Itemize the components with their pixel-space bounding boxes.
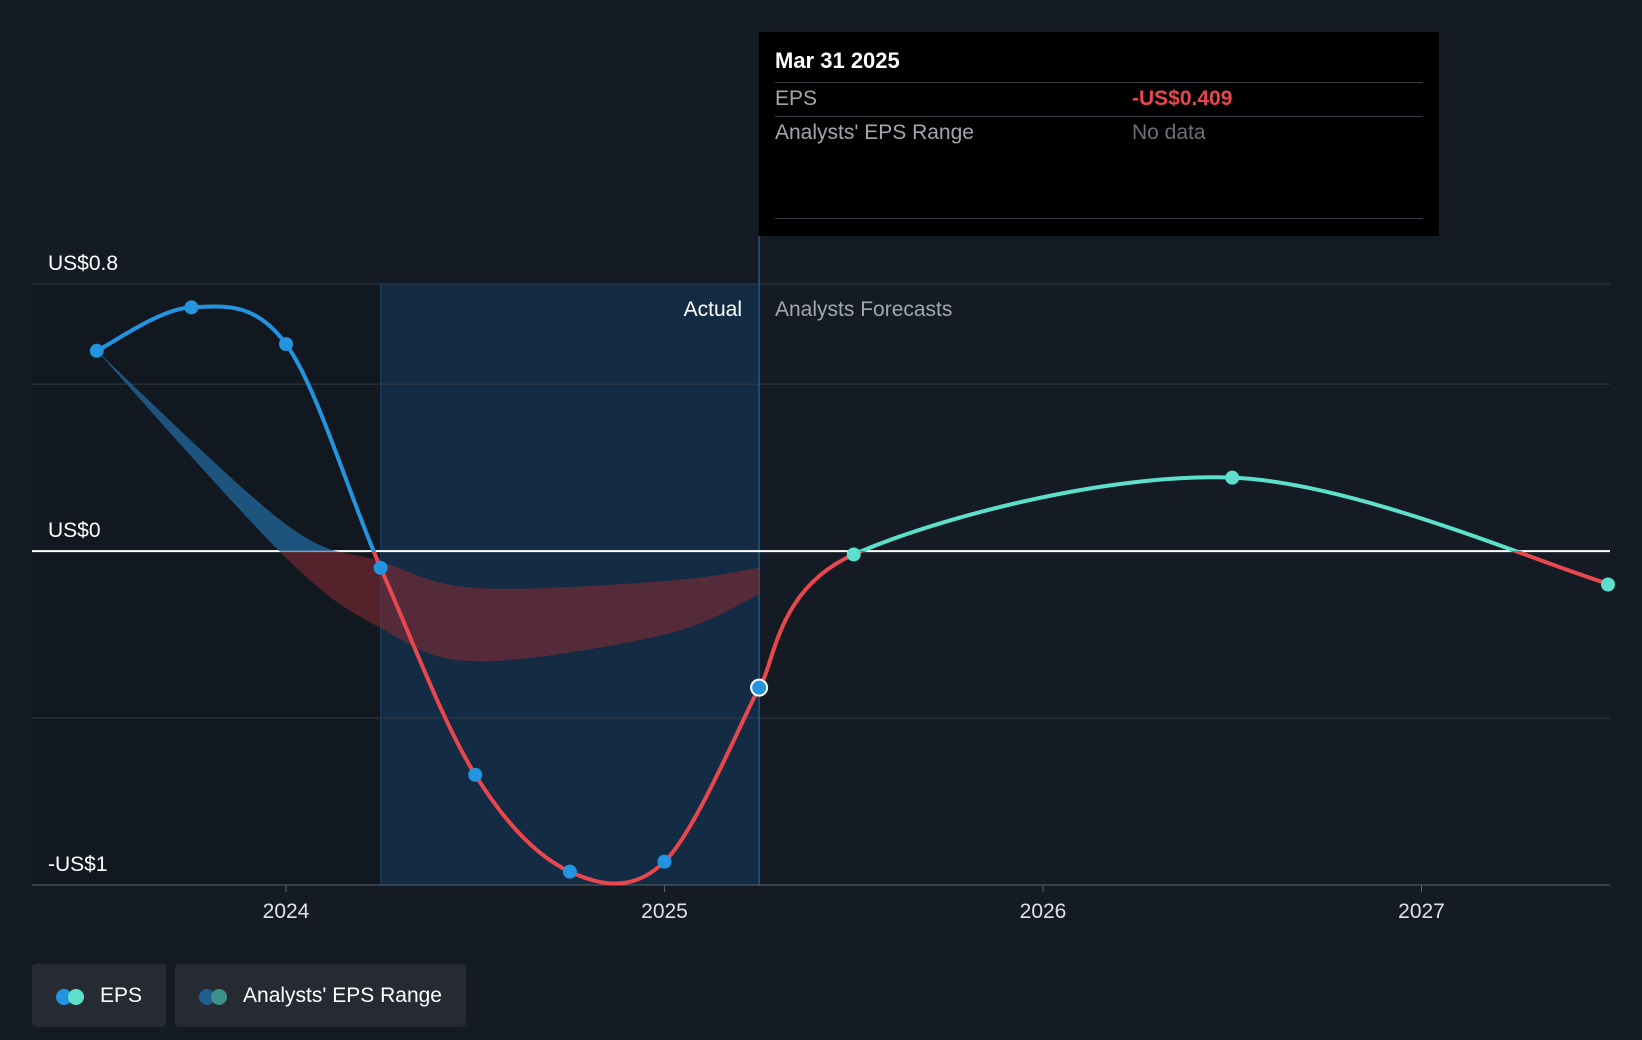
eps-actual-point: [468, 767, 483, 782]
eps-actual-point: [562, 864, 577, 879]
region-forecast-label: Analysts Forecasts: [775, 298, 952, 321]
x-tick-label: 2024: [263, 900, 310, 923]
eps-forecast-point: [1601, 577, 1615, 592]
eps-actual-point: [279, 337, 293, 352]
eps-selected-point: [750, 678, 769, 697]
eps-forecast-line-positive: [856, 475, 1522, 551]
tooltip-eps-value: -US$0.409: [1132, 87, 1233, 110]
tooltip-eps-row: EPS -US$0.409: [775, 82, 1423, 116]
eps-actual-point: [373, 560, 388, 575]
eps-forecast-point: [846, 547, 861, 562]
x-tick-label: 2026: [1020, 900, 1067, 923]
region-actual-label: Actual: [684, 298, 742, 321]
legend-dot-forecast: [68, 988, 84, 1005]
eps-forecast-group: [757, 475, 1610, 689]
y-tick-label: -US$1: [48, 853, 108, 876]
legend-label-eps: EPS: [100, 983, 143, 1007]
legend: EPS Analysts' EPS Range: [32, 964, 466, 1027]
tooltip: Mar 31 2025 EPS -US$0.409 Analysts' EPS …: [759, 32, 1439, 236]
eps-range-legend-icon: [199, 987, 231, 1005]
tooltip-range-row: Analysts' EPS Range No data: [775, 116, 1423, 150]
eps-actual-point: [184, 300, 199, 315]
eps-actual-line-positive: [95, 304, 376, 551]
tooltip-date: Mar 31 2025: [775, 48, 900, 73]
tooltip-range-value: No data: [1132, 121, 1206, 144]
eps-actual-point: [89, 343, 104, 358]
legend-label-eps-range: Analysts' EPS Range: [243, 983, 442, 1007]
tooltip-eps-label: EPS: [775, 87, 818, 110]
eps-range-band-negative: [279, 551, 760, 662]
legend-dot-range-forecast: [211, 988, 228, 1005]
legend-item-eps-range[interactable]: Analysts' EPS Range: [175, 964, 466, 1027]
legend-item-eps[interactable]: EPS: [32, 964, 167, 1027]
eps-legend-icon: [56, 987, 88, 1005]
eps-forecast-line-negative: [757, 551, 1610, 689]
eps-actual-point: [657, 854, 672, 869]
tooltip-divider: [775, 218, 1423, 219]
y-tick-label: US$0.8: [48, 252, 118, 275]
y-tick-label: US$0: [48, 519, 101, 542]
tooltip-range-label: Analysts' EPS Range: [775, 121, 974, 144]
eps-forecast-point: [1225, 470, 1240, 485]
x-tick-label: 2027: [1398, 900, 1445, 923]
x-tick-label: 2025: [641, 900, 688, 923]
